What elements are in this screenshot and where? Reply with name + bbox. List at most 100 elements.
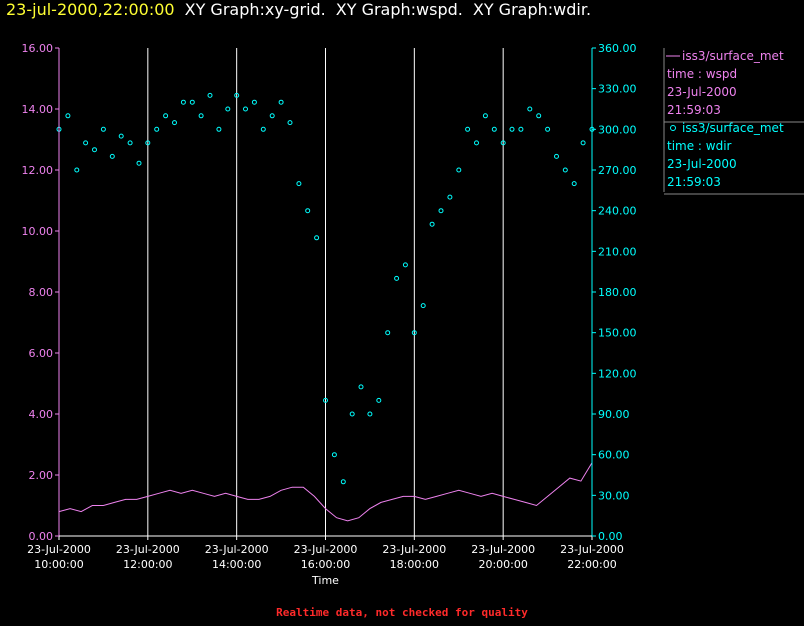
x-tick-time: 20:00:00	[478, 558, 527, 571]
wdir-point	[278, 99, 284, 105]
y-right-tick-label: 210.00	[598, 245, 637, 258]
y-left-tick-label: 8.00	[29, 286, 54, 299]
wdir-point	[65, 113, 71, 119]
wdir-point	[571, 181, 577, 187]
y-right-tick-label: 30.00	[598, 489, 630, 502]
wdir-point	[340, 479, 346, 485]
y-right-tick-label: 0.00	[598, 530, 623, 543]
x-tick-date: 23-Jul-2000	[382, 543, 446, 556]
x-tick-date: 23-Jul-2000	[27, 543, 91, 556]
wdir-point	[207, 92, 213, 98]
wdir-point	[296, 181, 302, 187]
wdir-point	[189, 99, 195, 105]
wdir-point	[234, 92, 240, 98]
wdir-point	[438, 208, 444, 214]
chart-title: 23-jul-2000,22:00:00 XY Graph:xy-grid. XY …	[6, 0, 591, 19]
wdir-point	[554, 153, 559, 159]
wdir-point	[465, 126, 471, 132]
wdir-point	[83, 140, 89, 146]
wdir-point	[358, 384, 364, 390]
wdir-point	[580, 140, 586, 146]
wdir-point	[509, 126, 515, 132]
wdir-point	[243, 106, 248, 112]
wdir-point	[482, 113, 488, 119]
wdir-point	[216, 126, 222, 132]
wdir-point	[474, 140, 479, 146]
wdir-point	[323, 397, 328, 403]
wdir-point	[420, 303, 426, 309]
y-right-tick-label: 120.00	[598, 367, 637, 380]
wdir-point	[456, 167, 462, 173]
y-left-tick-label: 10.00	[22, 225, 54, 238]
wdir-point	[536, 113, 542, 119]
wdir-point	[109, 153, 115, 159]
legend-line2: 23-Jul-2000	[667, 157, 737, 171]
wspd-series	[58, 462, 593, 522]
wspd-line	[58, 462, 593, 522]
x-tick-date: 23-Jul-2000	[560, 543, 624, 556]
x-tick-time: 12:00:00	[123, 558, 172, 571]
wdir-point	[305, 208, 311, 214]
wdir-point	[100, 126, 106, 132]
y-left-tick-label: 2.00	[29, 469, 54, 482]
wdir-point	[411, 330, 417, 336]
wdir-point	[225, 106, 231, 112]
x-axis-label: Time	[311, 574, 339, 587]
x-tick-date: 23-Jul-2000	[116, 543, 180, 556]
x-tick-time: 14:00:00	[212, 558, 261, 571]
wdir-point	[118, 133, 124, 139]
wdir-point	[251, 99, 257, 105]
legend-line3: 21:59:03	[667, 175, 721, 189]
wdir-point	[447, 194, 453, 200]
wdir-point	[180, 99, 186, 105]
y-right-tick-label: 60.00	[598, 449, 630, 462]
title-graph-3: XY Graph:wdir.	[472, 0, 592, 19]
y-left-tick-label: 12.00	[22, 164, 54, 177]
y-right-tick-label: 90.00	[598, 408, 630, 421]
x-tick-date: 23-Jul-2000	[205, 543, 269, 556]
wdir-point	[402, 262, 408, 268]
wdir-point	[349, 411, 355, 417]
x-tick-time: 22:00:00	[567, 558, 616, 571]
legend-series: iss3/surface_met	[682, 49, 784, 63]
wdir-point	[562, 167, 568, 173]
title-graph-2: XY Graph:wspd.	[335, 0, 463, 19]
vertical-gridlines	[147, 48, 504, 536]
wdir-point	[518, 126, 524, 132]
y-right-tick-label: 360.00	[598, 42, 637, 55]
legend-line1: time : wdir	[667, 139, 732, 153]
y-left-tick-label: 16.00	[22, 42, 54, 55]
title-graph-1: XY Graph:xy-grid.	[184, 0, 326, 19]
x-tick-time: 10:00:00	[34, 558, 83, 571]
legend-circle-marker	[670, 125, 676, 131]
wdir-point	[269, 113, 275, 119]
x-tick-date: 23-Jul-2000	[294, 543, 358, 556]
wdir-point	[385, 330, 391, 336]
wdir-point	[500, 140, 506, 146]
wdir-point	[527, 106, 533, 112]
wdir-point	[376, 397, 382, 403]
wdir-point	[127, 140, 133, 146]
title-timestamp: 23-jul-2000,22:00:00	[6, 0, 175, 19]
wdir-point	[331, 452, 337, 458]
wdir-point	[172, 120, 177, 126]
wdir-point	[394, 275, 400, 281]
wdir-point	[74, 167, 80, 173]
wdir-point	[491, 126, 497, 132]
wdir-point	[545, 126, 551, 132]
y-left-tick-label: 6.00	[29, 347, 54, 360]
wdir-point	[92, 147, 97, 153]
x-tick-time: 16:00:00	[301, 558, 350, 571]
y-right-tick-label: 180.00	[598, 286, 637, 299]
y-left-tick-label: 0.00	[29, 530, 54, 543]
y-right-tick-label: 330.00	[598, 83, 637, 96]
wdir-point	[136, 160, 142, 166]
y-left-tick-label: 4.00	[29, 408, 54, 421]
quality-note: Realtime data, not checked for quality	[276, 606, 528, 619]
y-right-tick-label: 240.00	[598, 205, 637, 218]
wdir-point	[429, 221, 435, 227]
x-tick-date: 23-Jul-2000	[471, 543, 535, 556]
y-left-tick-label: 14.00	[22, 103, 54, 116]
axes: 23-Jul-2000 10:00:00 23-Jul-2000 12:00:00 23…	[22, 42, 637, 587]
